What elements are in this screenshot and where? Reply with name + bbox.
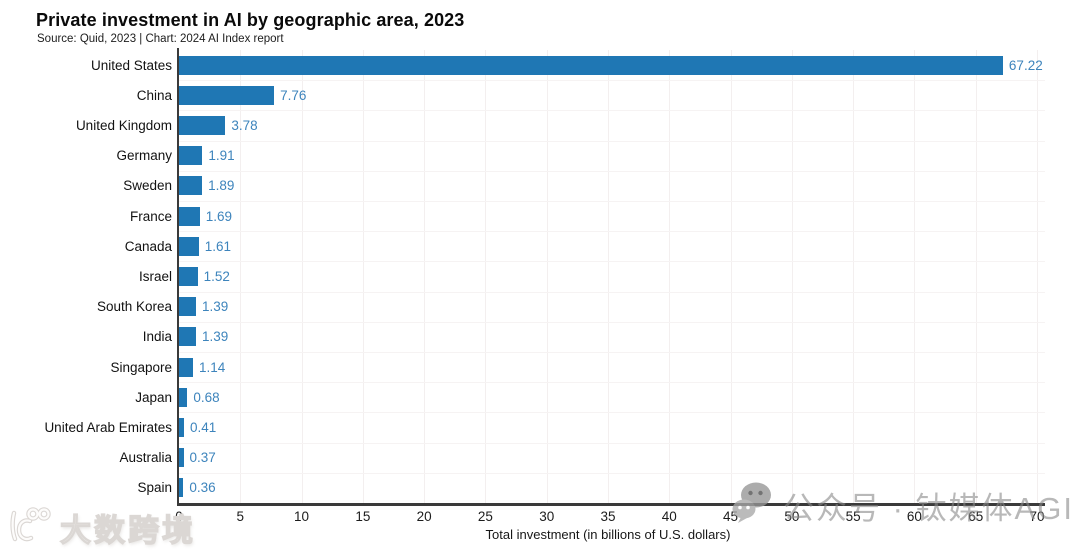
chart-subtitle: Source: Quid, 2023 | Chart: 2024 AI Inde…	[37, 33, 284, 45]
value-label: 0.37	[189, 450, 216, 466]
gridline-vertical	[362, 50, 364, 503]
x-tick-label: 70	[1029, 509, 1045, 524]
category-label: Canada	[124, 238, 172, 254]
bar	[179, 206, 200, 226]
x-axis-title: Total investment (in billions of U.S. do…	[485, 527, 731, 542]
value-label: 0.68	[193, 389, 220, 405]
gridline-horizontal	[179, 291, 1045, 293]
value-label: 1.39	[202, 299, 229, 315]
bar	[179, 387, 188, 407]
gridline-vertical	[240, 50, 242, 503]
x-tick-label: 40	[661, 509, 677, 524]
category-label: India	[142, 329, 172, 345]
category-label: Germany	[116, 148, 172, 164]
category-label: Japan	[135, 389, 172, 405]
bar	[179, 116, 226, 135]
gridline-horizontal	[179, 472, 1045, 474]
x-tick-label: 25	[477, 509, 493, 524]
bar	[179, 357, 193, 377]
gridline-vertical	[914, 50, 916, 503]
value-label: 7.76	[280, 87, 307, 103]
x-tick-label: 60	[906, 509, 922, 524]
category-label: United Kingdom	[75, 118, 172, 133]
bar	[179, 297, 197, 317]
bar	[179, 55, 1003, 75]
category-label: Spain	[137, 480, 172, 496]
value-label: 1.39	[202, 329, 229, 345]
gridline-horizontal	[179, 140, 1045, 142]
category-label: Australia	[119, 450, 172, 466]
gridline-horizontal	[179, 412, 1045, 414]
x-tick-label: 15	[355, 509, 371, 524]
gridline-vertical	[853, 50, 855, 503]
x-tick-label: 35	[600, 509, 616, 524]
category-label: China	[136, 87, 172, 103]
gridline-horizontal	[179, 231, 1045, 233]
x-tick-label: 0	[175, 509, 183, 524]
value-label: 1.69	[205, 208, 232, 224]
x-tick-label: 20	[416, 509, 432, 524]
gridline-vertical	[546, 50, 548, 503]
gridline-vertical	[1037, 50, 1038, 503]
gridline-horizontal	[179, 321, 1045, 323]
dashu-kuajing-logo-icon	[6, 503, 54, 552]
value-label: 0.41	[190, 420, 217, 435]
gridline-vertical	[730, 50, 732, 503]
bar	[179, 448, 184, 468]
watermark-text-right: 公众号 · 钛媒体AGI	[783, 491, 1074, 526]
x-tick-label: 30	[539, 509, 555, 524]
gridline-horizontal	[179, 80, 1045, 82]
category-label: Israel	[138, 269, 172, 284]
gridline-vertical	[791, 50, 793, 503]
gridline-horizontal	[179, 352, 1045, 353]
gridline-horizontal	[179, 442, 1045, 444]
watermark-text-left: 大数跨境	[59, 512, 196, 548]
value-label: 1.61	[204, 238, 231, 254]
bar	[179, 146, 203, 166]
gridline-horizontal	[179, 170, 1045, 172]
x-tick-label: 55	[845, 509, 861, 524]
bar	[179, 236, 199, 256]
category-label: United Arab Emirates	[44, 420, 172, 435]
x-axis-line	[176, 503, 1045, 506]
x-tick-label: 10	[294, 509, 310, 524]
value-label: 1.89	[208, 178, 235, 194]
gridline-vertical	[485, 50, 487, 503]
value-label: 0.36	[189, 480, 216, 496]
value-label: 1.52	[203, 269, 230, 284]
chart-title: Private investment in AI by geographic a…	[36, 10, 465, 30]
gridline-vertical	[975, 50, 977, 503]
gridline-vertical	[301, 50, 303, 503]
bar	[179, 85, 275, 105]
category-label: Singapore	[110, 359, 172, 375]
value-label: 67.22	[1008, 57, 1043, 73]
watermark-bottom-left: 大数跨境	[6, 503, 196, 552]
bar	[179, 418, 185, 437]
gridline-horizontal	[179, 261, 1045, 263]
watermark-bottom-right: 公众号 · 钛媒体AGI	[729, 481, 1074, 530]
bar	[179, 176, 203, 196]
value-label: 1.91	[208, 148, 235, 164]
category-label: United States	[90, 57, 172, 73]
x-tick-label: 50	[784, 509, 800, 524]
category-label: South Korea	[96, 299, 172, 315]
x-tick-label: 5	[236, 509, 245, 524]
gridline-horizontal	[179, 110, 1045, 112]
y-axis-line	[176, 48, 179, 503]
category-label: France	[129, 208, 172, 224]
gridline-horizontal	[179, 201, 1045, 202]
gridline-vertical	[608, 50, 609, 503]
category-label: Sweden	[123, 178, 172, 194]
x-tick-label: 65	[968, 509, 984, 524]
bar	[179, 267, 198, 286]
gridline-vertical	[669, 50, 671, 503]
gridline-vertical	[424, 50, 426, 503]
value-label: 1.14	[198, 359, 226, 375]
gridline-horizontal	[179, 382, 1045, 384]
bar	[179, 327, 197, 347]
wechat-icon	[729, 481, 775, 530]
bar	[179, 478, 184, 498]
value-label: 3.78	[231, 118, 258, 133]
